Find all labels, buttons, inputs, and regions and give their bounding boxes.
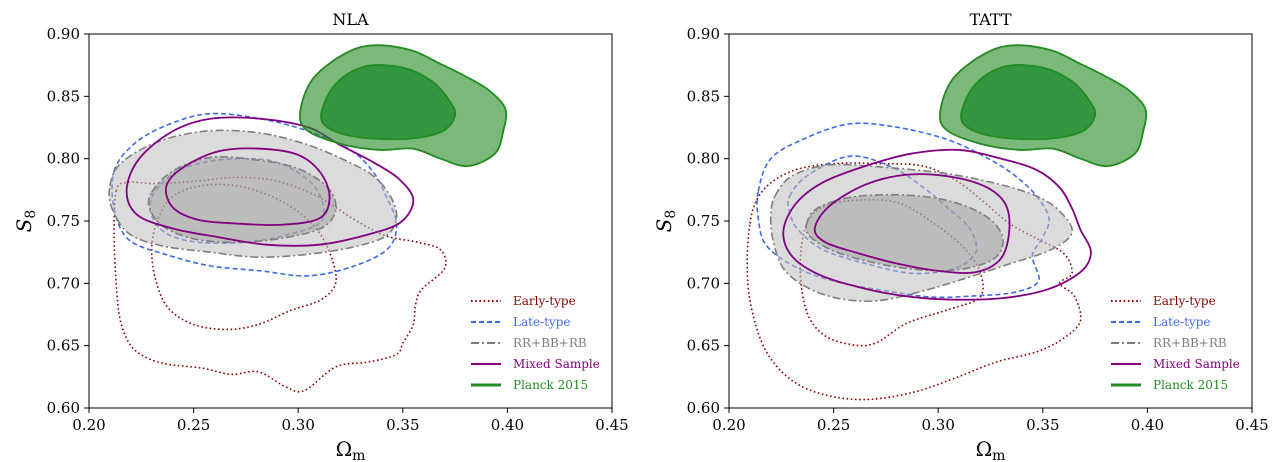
panel-title: TATT — [969, 10, 1011, 29]
y-tick-label: 0.80 — [47, 150, 80, 168]
plot-area-1 — [108, 44, 508, 393]
y-tick-label: 0.65 — [687, 337, 720, 355]
x-axis-label: Ωm — [336, 437, 366, 462]
x-tick-label: 0.45 — [1235, 416, 1268, 434]
x-tick-label: 0.20 — [712, 416, 745, 434]
series-planck-2015 — [939, 44, 1148, 168]
legend: Early-type Late-type RR+BB+RB Mixed Sample P… — [471, 294, 600, 392]
y-tick-label: 0.75 — [687, 212, 720, 230]
legend-label: Late-type — [513, 315, 571, 329]
contour-outer — [746, 162, 1082, 401]
x-tick-label: 0.20 — [72, 416, 105, 434]
legend-label: Early-type — [513, 294, 576, 308]
y-tick-label: 0.85 — [47, 87, 80, 105]
series-rr-bb-rb — [108, 129, 398, 259]
contour-outer — [113, 176, 447, 393]
y-tick-label: 0.60 — [687, 399, 720, 417]
panel-2: 0.20 0.25 0.30 0.35 0.40 0.45 0.60 0.65 0.70 0.75… — [652, 10, 1269, 462]
y-tick-label: 0.80 — [687, 150, 720, 168]
x-tick-label: 0.40 — [1131, 416, 1164, 434]
contour-outer — [125, 116, 415, 247]
y-tick-label: 0.70 — [47, 274, 80, 292]
contour-inner — [320, 64, 457, 141]
legend-label: Mixed Sample — [1153, 357, 1240, 371]
legend-label: RR+BB+RB — [513, 336, 587, 350]
contour-outer — [108, 129, 398, 259]
contour-outer — [111, 112, 398, 277]
contour-inner — [813, 173, 1011, 274]
y-tick-label: 0.75 — [47, 212, 80, 230]
y-tick-label: 0.85 — [687, 87, 720, 105]
x-tick-label: 0.25 — [177, 416, 210, 434]
plot-area-2 — [746, 44, 1148, 401]
legend-label: Early-type — [1153, 294, 1216, 308]
x-tick-label: 0.25 — [817, 416, 850, 434]
y-tick-label: 0.60 — [47, 399, 80, 417]
series-mixed-sample — [782, 148, 1092, 301]
contour-outer — [782, 148, 1092, 301]
y-axis-label: S8 — [12, 210, 39, 233]
panel-title: NLA — [332, 10, 369, 29]
x-tick-label: 0.30 — [921, 416, 954, 434]
x-tick-label: 0.35 — [1026, 416, 1059, 434]
legend-label: Planck 2015 — [1153, 378, 1228, 392]
legend-label: Mixed Sample — [513, 357, 600, 371]
x-tick-label: 0.45 — [595, 416, 628, 434]
x-tick-label: 0.40 — [491, 416, 524, 434]
x-tick-label: 0.30 — [281, 416, 314, 434]
x-tick-label: 0.35 — [386, 416, 419, 434]
legend-label: RR+BB+RB — [1153, 336, 1227, 350]
legend-label: Planck 2015 — [513, 378, 588, 392]
y-tick-label: 0.90 — [687, 25, 720, 43]
y-tick-label: 0.90 — [47, 25, 80, 43]
contour-inner — [147, 155, 337, 244]
y-tick-label: 0.70 — [687, 274, 720, 292]
y-axis-label: S8 — [652, 210, 679, 233]
panel-1: 0.20 0.25 0.30 0.35 0.40 0.45 0.60 0.65 0.70 0.75… — [12, 10, 629, 462]
y-tick-label: 0.65 — [47, 337, 80, 355]
series-planck-2015 — [299, 44, 508, 168]
x-axis-label: Ωm — [976, 437, 1006, 462]
series-mixed-sample — [125, 116, 415, 247]
legend-label: Late-type — [1153, 315, 1211, 329]
contour-inner — [960, 64, 1097, 141]
legend: Early-type Late-type RR+BB+RB Mixed Sample P… — [1111, 294, 1240, 392]
contour-inner — [165, 147, 331, 226]
